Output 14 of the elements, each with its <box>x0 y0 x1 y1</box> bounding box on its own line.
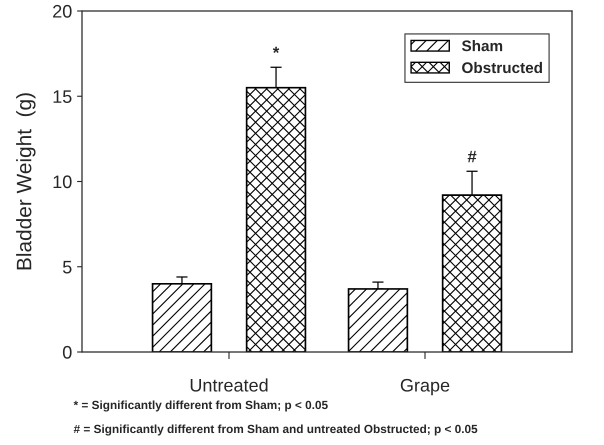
text: # = Significantly different from Sham and untreated Obstructed; p < 0.05 <box>74 424 478 436</box>
text: * = Significantly different from Sham; p < 0.05 <box>74 400 328 412</box>
y-tick-label: 5 <box>62 260 72 274</box>
legend-label: Sham <box>462 40 502 52</box>
x-tick-label: Untreated <box>190 378 268 392</box>
legend-label: Obstructed <box>462 62 542 74</box>
annotation: # <box>468 150 476 162</box>
y-tick-label: 15 <box>54 90 72 103</box>
annotation: * <box>272 46 280 53</box>
y-tick-label: 0 <box>62 346 72 359</box>
x-tick-label: Grape <box>400 378 450 396</box>
y-axis-title: Bladder Weight (g) <box>16 93 36 270</box>
y-tick-label: 10 <box>54 175 72 188</box>
y-tick-label: 20 <box>53 4 72 18</box>
